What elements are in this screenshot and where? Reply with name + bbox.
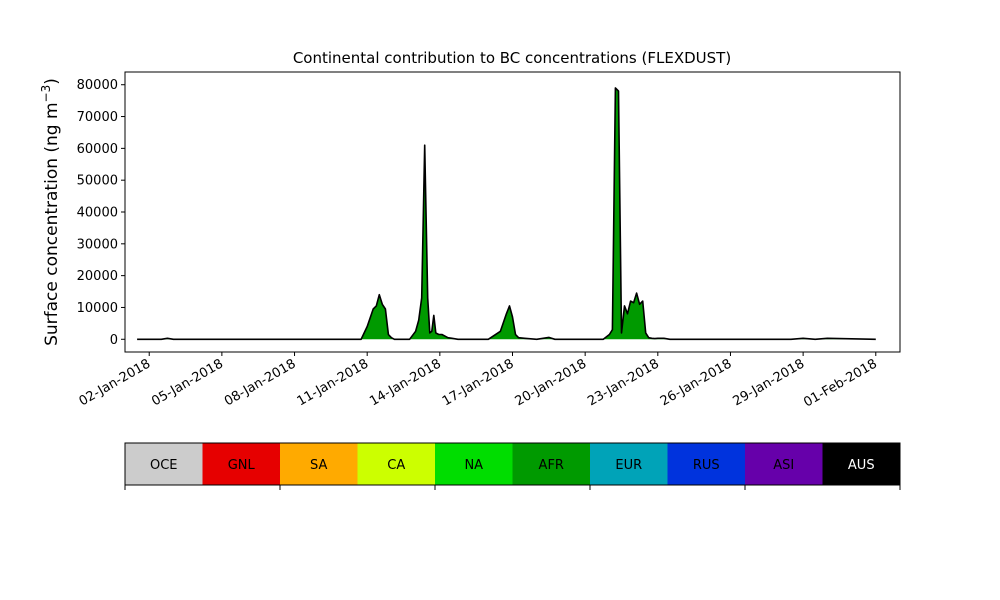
x-tick-label: 29-Jan-2018 <box>731 356 808 409</box>
plot-area <box>124 71 901 353</box>
x-tick-label: 20-Jan-2018 <box>513 356 590 409</box>
y-axis-label-superscript: −3 <box>39 85 53 103</box>
legend-swatch-asi <box>745 443 823 485</box>
series-outline <box>137 87 876 341</box>
y-axis-label: Surface concentration (ng m−3) <box>39 78 62 346</box>
y-tick-label: 20000 <box>77 269 118 284</box>
y-axis-label-text: Surface concentration (ng m <box>42 102 62 345</box>
legend-label-gnl: GNL <box>228 458 256 473</box>
y-axis-label-close: ) <box>42 78 62 85</box>
legend: OCE GNL SA CA NA AFR EUR RUS ASI AUS <box>124 442 901 490</box>
x-tick-label: 17-Jan-2018 <box>440 356 517 409</box>
legend-label-aus: AUS <box>848 458 875 473</box>
x-tick-label: 26-Jan-2018 <box>658 356 735 409</box>
x-tick-label: 23-Jan-2018 <box>585 356 662 409</box>
legend-frame <box>124 442 901 486</box>
y-tick-label: 70000 <box>77 110 118 125</box>
plot-frame <box>124 71 901 353</box>
legend-swatch-gnl <box>202 443 280 485</box>
legend-label-sa: SA <box>310 458 327 473</box>
legend-label-oce: OCE <box>150 458 178 473</box>
legend-swatch-oce <box>125 443 203 485</box>
area-series <box>137 87 876 340</box>
y-tick-label: 80000 <box>77 78 118 93</box>
legend-swatch-eur <box>590 443 668 485</box>
legend-label-eur: EUR <box>615 458 642 473</box>
y-tick-label: 30000 <box>77 237 118 252</box>
x-tick-label: 11-Jan-2018 <box>295 356 372 409</box>
legend-label-rus: RUS <box>693 458 720 473</box>
y-tick-label: 50000 <box>77 174 118 189</box>
x-axis: 02-Jan-201805-Jan-201808-Jan-201811-Jan-… <box>77 352 880 410</box>
legend-swatch-sa <box>280 443 358 485</box>
legend-swatch-afr <box>512 443 590 485</box>
legend-swatch-rus <box>667 443 745 485</box>
legend-swatch-aus <box>822 443 900 485</box>
x-tick-label: 14-Jan-2018 <box>367 356 444 409</box>
x-tick-label: 05-Jan-2018 <box>149 356 226 409</box>
legend-swatch-na <box>435 443 513 485</box>
legend-label-na: NA <box>464 458 483 473</box>
y-tick-label: 60000 <box>77 142 118 157</box>
legend-swatch-ca <box>357 443 435 485</box>
y-axis: 0 10000 20000 30000 40000 50000 60000 70000 8000… <box>77 78 125 348</box>
chart-title: Continental contribution to BC concentra… <box>293 49 731 67</box>
y-tick-label: 10000 <box>77 301 118 316</box>
legend-label-ca: CA <box>387 458 405 473</box>
y-tick-label: 0 <box>110 333 118 348</box>
x-tick-label: 08-Jan-2018 <box>222 356 299 409</box>
legend-label-afr: AFR <box>539 458 564 473</box>
x-tick-label: 01-Feb-2018 <box>801 356 880 410</box>
x-tick-label: 02-Jan-2018 <box>77 356 154 409</box>
y-tick-label: 40000 <box>77 206 118 221</box>
legend-label-asi: ASI <box>773 458 794 473</box>
